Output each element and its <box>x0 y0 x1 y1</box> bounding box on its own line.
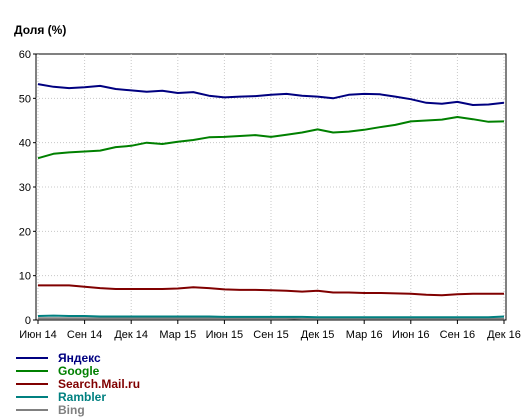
y-tick-label: 40 <box>19 138 31 150</box>
x-tick-label: Июн 15 <box>206 329 244 341</box>
series-line-яндекс <box>37 83 505 106</box>
legend-label: Rambler <box>58 390 106 404</box>
x-tick-label: Мар 15 <box>159 329 196 341</box>
x-tick-label: Дек 14 <box>114 329 148 341</box>
legend-label: Search.Mail.ru <box>58 377 140 391</box>
x-tick-label: Сен 16 <box>440 329 475 341</box>
y-tick-label: 10 <box>19 271 31 283</box>
series-line-search-mail-ru <box>38 284 504 297</box>
legend-label: Bing <box>58 403 85 417</box>
series-line-bing <box>38 317 504 320</box>
series-lines <box>37 83 505 320</box>
y-tick-label: 20 <box>19 226 31 238</box>
y-tick-label: 0 <box>25 315 31 327</box>
series-line-google <box>37 116 505 160</box>
x-tick-label: Июн 16 <box>392 329 430 341</box>
y-tick-label: 60 <box>19 49 31 61</box>
x-tick-label: Дек 15 <box>301 329 335 341</box>
series-line-rambler <box>37 314 505 319</box>
x-axis-ticks: Июн 14 Сен 14 Дек 14 Мар 15 Июн 15 Сен 15 Дек … <box>19 320 521 341</box>
x-tick-label: Сен 15 <box>253 329 288 341</box>
grid-lines <box>36 54 506 320</box>
legend-label: Яндекс <box>58 351 101 365</box>
y-axis-ticks: 0 10 20 30 40 50 60 <box>19 49 36 327</box>
x-tick-label: Дек 16 <box>487 329 521 341</box>
y-axis-title: Доля (%) <box>14 23 66 37</box>
x-tick-label: Сен 14 <box>67 329 102 341</box>
y-tick-label: 50 <box>19 93 31 105</box>
legend-label: Google <box>58 364 100 378</box>
x-tick-label: Мар 16 <box>346 329 383 341</box>
y-tick-label: 30 <box>19 182 31 194</box>
x-tick-label: Июн 14 <box>19 329 57 341</box>
